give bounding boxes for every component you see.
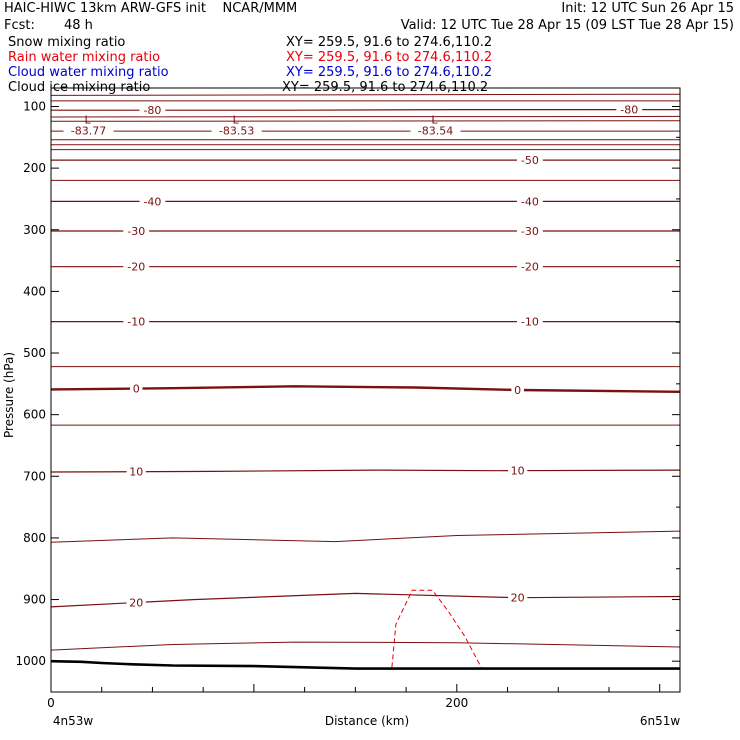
terrain-line	[50, 659, 680, 670]
isotherm-label-bg	[508, 464, 528, 477]
field-name-rain: Rain water mixing ratio	[8, 50, 161, 65]
contour-lines	[50, 93, 681, 670]
isotherm-line-minor-3	[50, 120, 681, 122]
y-tick-label-600: 600	[23, 408, 46, 422]
isotherm-label-bg	[129, 382, 143, 395]
isotherm-line-minor-0	[50, 93, 681, 96]
minimum-value-bg	[410, 124, 461, 137]
isotherm-label-20: 20	[511, 592, 525, 605]
isotherm-label--10: -10	[521, 316, 539, 329]
init-time: Init: 12 UTC Sun 26 Apr 15	[561, 1, 734, 16]
isotherm-label--30: -30	[127, 225, 145, 238]
isotherm-line-minor-11	[50, 530, 681, 543]
isotherm-label-bg	[616, 103, 643, 116]
isotherm-label-bg	[516, 195, 543, 208]
forecast-label: Fcst:	[4, 18, 35, 33]
isotherm-label--30: -30	[521, 225, 539, 238]
isotherm-label-bg	[516, 224, 543, 237]
minimum-symbol: L	[84, 113, 91, 126]
minimum-value-0: -83.77	[71, 124, 106, 137]
isotherm-label-bg	[511, 384, 524, 396]
y-tick-label-700: 700	[23, 469, 46, 483]
isotherm-label-bg	[123, 315, 150, 328]
field-xy-cloud-water: XY= 259.5, 91.6 to 274.6,110.2	[286, 65, 493, 80]
isotherm-label--40: -40	[521, 195, 539, 208]
isotherm-label--20: -20	[127, 261, 145, 274]
x-tick-label-0: 0	[47, 696, 55, 710]
y-tick-label-900: 900	[23, 593, 46, 607]
isotherm-label-bg	[123, 260, 150, 273]
isotherm-label--80: -80	[620, 104, 638, 117]
y-tick-label-100: 100	[23, 99, 46, 113]
valid-time: Valid: 12 UTC Tue 28 Apr 15 (09 LST Tue …	[400, 18, 734, 33]
y-tick-label-300: 300	[23, 223, 46, 237]
isotherm-label-bg	[126, 596, 146, 609]
contour-labels: -80 -80 -50 -40 -40 -30 -30 -20 -20 -10 -10 0 0 10 10 2…	[63, 103, 643, 610]
isotherm-label-10: 10	[511, 465, 525, 478]
isotherm-line-minor-12	[50, 641, 681, 651]
isotherm-label-bg	[508, 591, 528, 604]
y-tick-label-1000: 1000	[15, 654, 46, 668]
isotherm-label--10: -10	[127, 316, 145, 329]
isotherm-label-10: 10	[129, 466, 143, 479]
minimum-value-bg	[63, 124, 114, 137]
field-xy-rain: XY= 259.5, 91.6 to 274.6,110.2	[286, 50, 493, 65]
isotherm-label--50: -50	[521, 154, 539, 167]
isotherm-label-bg	[123, 224, 150, 237]
y-tick-label-500: 500	[23, 346, 46, 360]
y-tick-label-200: 200	[23, 161, 46, 175]
rain-water-contour	[391, 589, 482, 668]
isotherm-label-0: 0	[514, 384, 521, 397]
minimum-symbol: L	[233, 113, 240, 126]
isotherm-line-10	[50, 469, 681, 473]
minimum-value-bg	[211, 124, 262, 137]
plot-frame	[50, 87, 681, 693]
y-axis-label: Pressure (hPa)	[2, 352, 16, 438]
isotherm-line--80	[51, 108, 680, 111]
isotherm-label--80: -80	[143, 104, 161, 117]
field-name-cloud-water: Cloud water mixing ratio	[8, 65, 169, 80]
x-endpoint-left: 4n53w	[53, 714, 94, 728]
isotherm-label--20: -20	[521, 261, 539, 274]
isotherm-label-bg	[516, 315, 543, 328]
forecast-hours: 48 h	[64, 18, 93, 33]
field-xy-snow: XY= 259.5, 91.6 to 274.6,110.2	[286, 35, 493, 50]
isotherm-label-bg	[139, 104, 166, 117]
y-tick-label-400: 400	[23, 284, 46, 298]
x-endpoint-right: 6n51w	[640, 714, 681, 728]
field-name-snow: Snow mixing ratio	[8, 35, 126, 50]
minimum-value-2: -83.54	[418, 124, 453, 137]
isotherm-line-minor-2	[50, 115, 681, 118]
isotherm-label-bg	[139, 195, 166, 208]
x-tick-label-200: 200	[445, 696, 468, 710]
minimum-symbol: L	[431, 113, 438, 126]
isotherm-label-bg	[516, 260, 543, 273]
isotherm-label-bg	[516, 154, 543, 167]
minimum-value-1: -83.53	[219, 124, 254, 137]
isotherm-label-0: 0	[133, 383, 140, 396]
isotherm-label--40: -40	[143, 195, 161, 208]
x-axis-label: Distance (km)	[325, 714, 409, 728]
isotherm-line-0	[50, 385, 681, 393]
y-tick-label-800: 800	[23, 531, 46, 545]
isotherm-label-bg	[126, 465, 146, 478]
isotherm-label-20: 20	[129, 597, 143, 610]
model-title: HAIC-HIWC 13km ARW-GFS init NCAR/MMM	[4, 1, 298, 16]
